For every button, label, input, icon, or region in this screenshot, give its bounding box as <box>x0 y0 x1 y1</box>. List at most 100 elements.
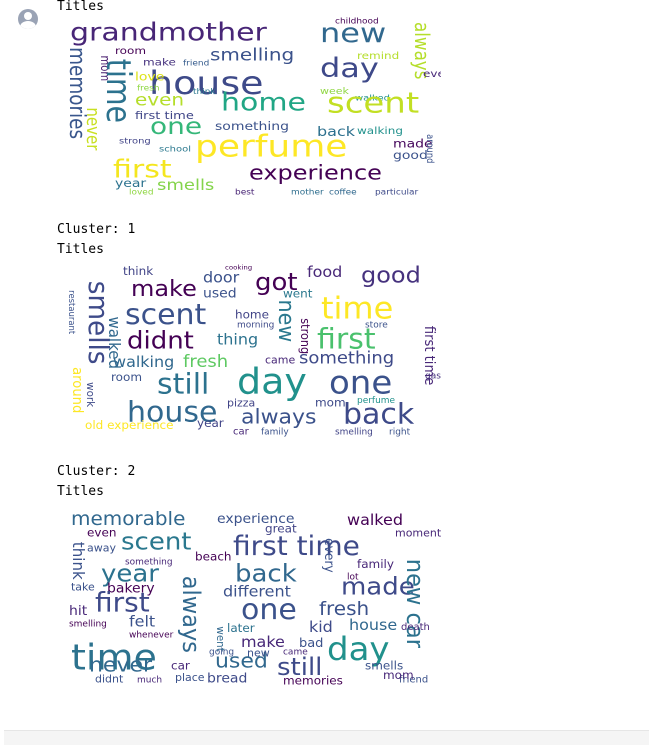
cloud-word: morning <box>237 321 274 331</box>
cloud-word: family <box>357 558 394 572</box>
cloud-word: think <box>69 542 88 580</box>
next-cell-area[interactable] <box>4 730 649 745</box>
cloud-word: first time <box>421 326 437 385</box>
cloud-word: moment <box>395 527 441 540</box>
cloud-word: room <box>115 45 146 57</box>
cloud-word: think <box>123 264 153 278</box>
cloud-word: used <box>215 649 268 673</box>
cloud-word: still <box>157 367 209 400</box>
cloud-word: later <box>227 621 255 635</box>
cloud-word: home <box>235 308 269 322</box>
cloud-word: going <box>209 648 234 658</box>
cloud-word: particular <box>375 187 419 196</box>
word-cloud-2: memorable experience walked moment scent firs… <box>65 510 441 694</box>
cloud-word: something <box>299 349 394 368</box>
cloud-word: first <box>95 588 150 618</box>
cloud-word: food <box>307 263 342 280</box>
output-label-cluster-2: Cluster: 2 <box>57 464 136 479</box>
cloud-word: good <box>361 262 421 288</box>
cloud-word: friend <box>399 675 428 686</box>
cloud-word: place <box>175 671 205 684</box>
cloud-word: bread <box>207 671 247 686</box>
cloud-word: always <box>410 22 433 79</box>
cloud-word: year <box>115 177 147 191</box>
word-cloud-1: smells make think door got food good used time sc… <box>65 262 441 446</box>
cloud-word: walked <box>355 93 390 103</box>
cloud-word: never <box>83 107 104 150</box>
cloud-word: new car <box>401 559 429 649</box>
cloud-word: always <box>241 405 317 429</box>
cloud-word: house <box>149 65 264 102</box>
cloud-word: car <box>233 427 249 438</box>
cloud-word: memories <box>65 47 91 139</box>
output-label-titles-0: Titles <box>57 0 104 14</box>
cloud-word: make <box>143 56 176 68</box>
cloud-word: first time <box>233 532 360 562</box>
cloud-word: one <box>329 363 392 401</box>
cloud-word: friend <box>183 58 209 67</box>
cloud-word: walking <box>357 125 403 137</box>
cloud-word: school <box>159 144 191 154</box>
cloud-word: something <box>125 558 173 568</box>
cloud-word: fresh <box>319 598 369 620</box>
cloud-word: smells <box>157 177 214 194</box>
cloud-word: store <box>365 321 388 331</box>
cloud-word: got <box>255 268 298 296</box>
cloud-word: strong <box>119 136 151 146</box>
cloud-word: around <box>424 134 436 163</box>
cloud-word: time <box>71 637 157 679</box>
cloud-word: make <box>131 275 197 301</box>
cloud-word: take <box>71 581 95 594</box>
cloud-word: coffee <box>329 187 357 196</box>
cloud-word: family <box>261 428 289 438</box>
cloud-word: perfume <box>357 396 395 406</box>
cloud-word: day <box>237 361 307 403</box>
cloud-word: walked <box>347 511 403 528</box>
cloud-word: mom <box>383 668 414 682</box>
cloud-word: make <box>241 634 285 651</box>
cloud-word: year <box>197 417 224 431</box>
cloud-word: something <box>215 120 289 134</box>
cloud-word: time <box>321 291 393 326</box>
cloud-word: perfume <box>195 129 347 164</box>
output-label-titles-1: Titles <box>57 242 104 257</box>
cloud-word: used <box>439 24 441 52</box>
cloud-word: mom <box>315 396 346 410</box>
cloud-word: back <box>235 559 297 587</box>
cloud-word: away <box>87 542 116 555</box>
cloud-word: good <box>393 149 428 163</box>
cloud-word: always <box>177 576 205 653</box>
cloud-word: kid <box>309 618 333 635</box>
cloud-word: pizza <box>227 397 255 410</box>
cloud-word: bad <box>299 635 323 650</box>
cloud-word: old experience <box>85 418 174 432</box>
cloud-word: house <box>349 617 397 634</box>
cloud-word: best <box>235 187 255 196</box>
cloud-word: door <box>203 269 240 286</box>
cloud-word: went <box>214 626 227 651</box>
word-cloud-0: grandmother new always used smelling remind ro… <box>65 17 441 201</box>
cloud-word: even <box>135 91 184 110</box>
cloud-word: right <box>389 428 411 438</box>
cloud-word: death <box>401 622 430 633</box>
output-label-titles-2: Titles <box>57 484 104 499</box>
cloud-word: new <box>273 300 299 343</box>
output-label-cluster-1: Cluster: 1 <box>57 222 136 237</box>
cloud-word: fresh <box>137 83 160 92</box>
cloud-word: room <box>111 371 142 385</box>
cloud-word: home <box>221 87 306 117</box>
cloud-word: used <box>203 286 237 301</box>
cloud-word: smelling <box>69 620 107 630</box>
cloud-word: gas <box>425 372 441 382</box>
cloud-word: went <box>283 287 313 301</box>
cloud-word: walked <box>105 316 124 369</box>
cloud-word: around <box>69 367 85 413</box>
cloud-word: came <box>265 354 295 367</box>
cloud-word: walking <box>113 354 174 371</box>
avatar-head <box>24 12 32 20</box>
cloud-word: time <box>98 59 137 123</box>
cloud-word: made <box>393 137 433 151</box>
cloud-word: new <box>320 18 386 49</box>
cloud-word: smelling <box>210 46 294 65</box>
cloud-word: mother <box>291 187 324 196</box>
